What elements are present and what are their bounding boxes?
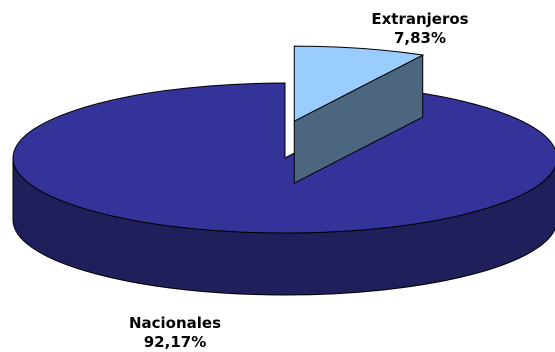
label-extranjeros-name: Extranjeros bbox=[371, 10, 469, 28]
label-nacionales: Nacionales 92,17% bbox=[115, 314, 235, 352]
label-extranjeros-value: 7,83% bbox=[393, 29, 447, 47]
label-extranjeros: Extranjeros 7,83% bbox=[360, 10, 480, 48]
slice-top-extranjeros bbox=[293, 45, 425, 122]
pie-slice-nacionales bbox=[12, 82, 555, 296]
label-nacionales-name: Nacionales bbox=[128, 314, 222, 332]
pie-slice-extranjeros bbox=[293, 45, 425, 184]
label-nacionales-value: 92,17% bbox=[143, 333, 207, 351]
slice-top-nacionales bbox=[12, 82, 555, 234]
